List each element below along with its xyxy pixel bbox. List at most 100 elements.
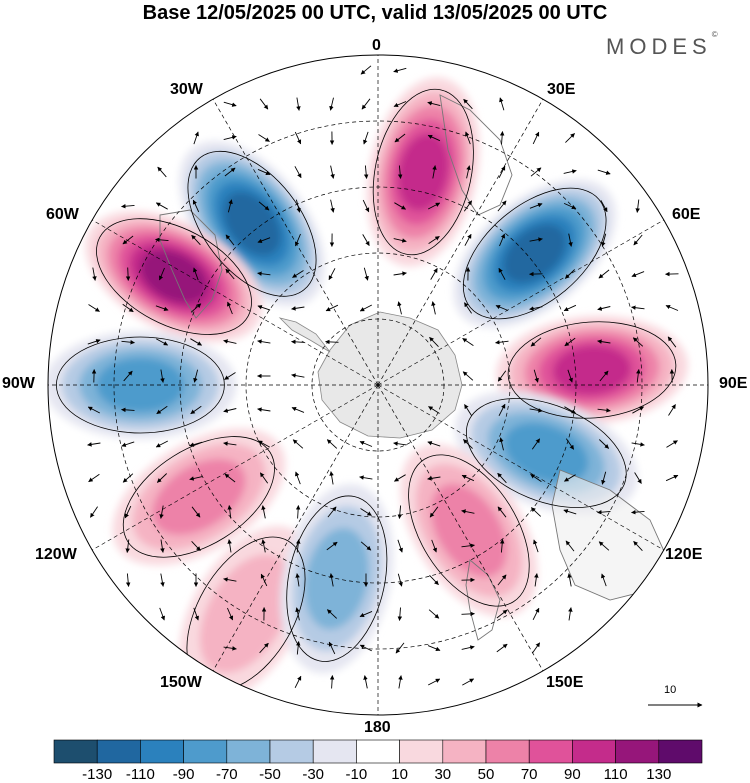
wind-arrow: [330, 165, 335, 179]
colorbar-swatch: [96, 739, 141, 764]
wind-arrow: [225, 234, 235, 246]
wind-arrow: [430, 268, 438, 280]
lon-label-180: 180: [364, 719, 391, 736]
cell-streamline: [465, 398, 627, 508]
anomaly-contour: [96, 357, 185, 413]
wind-arrow: [328, 641, 336, 655]
wind-arrow: [568, 607, 573, 621]
anomaly-contour: [140, 250, 208, 304]
wind-arrow: [394, 474, 406, 482]
anomaly-cell: [366, 77, 480, 267]
colorbar-swatch: [312, 739, 357, 764]
wind-arrow: [531, 438, 541, 450]
cell-streamline: [286, 495, 388, 662]
wind-arrow: [530, 474, 542, 482]
anomaly-cell: [85, 210, 263, 343]
wind-arrow: [499, 233, 506, 247]
wind-arrow: [429, 506, 439, 518]
wind-arrow: [326, 541, 338, 551]
wind-arrow: [363, 131, 369, 145]
wind-arrow: [393, 101, 407, 108]
wind-arrow: [121, 203, 135, 209]
wind-arrow: [360, 508, 372, 516]
wind-arrow: [599, 370, 609, 382]
wind-arrow: [498, 267, 506, 280]
wind-arrow: [462, 338, 474, 346]
wind-arrow: [499, 131, 505, 145]
wind-arrow: [462, 678, 475, 686]
wind-arrow: [292, 270, 304, 278]
wind-arrow: [529, 237, 543, 242]
wind-arrow: [464, 404, 472, 416]
colorbar-tick-label: 30: [434, 766, 452, 783]
map-disk: [48, 55, 708, 715]
colorbar: [53, 739, 703, 764]
wind-arrow: [532, 131, 540, 145]
wind-arrow: [193, 267, 199, 281]
wind-arrow: [427, 202, 441, 210]
wind-arrow: [431, 539, 437, 553]
wind-arrow: [329, 471, 334, 485]
wind-arrow: [92, 267, 97, 281]
wind-arrow: [631, 305, 645, 310]
wind-arrow: [466, 165, 471, 179]
cell-streamline: [372, 88, 474, 256]
wind-arrow: [88, 473, 100, 483]
anomaly-cell: [400, 444, 538, 617]
wind-arrow: [431, 301, 436, 315]
wind-arrow: [87, 406, 101, 414]
wind-arrow: [530, 507, 542, 517]
colorbar-swatch: [226, 739, 271, 764]
wind-arrow: [598, 439, 610, 449]
wind-arrow: [257, 407, 271, 412]
wind-arrow: [499, 539, 505, 553]
wind-arrow: [463, 98, 473, 110]
colorbar-swatch: [528, 739, 573, 764]
wind-arrow: [294, 675, 302, 689]
africa-outline: [439, 94, 513, 216]
wind-arrow: [564, 269, 576, 279]
cell-streamline: [96, 218, 252, 335]
wind-arrow: [498, 403, 506, 417]
wind-arrow: [257, 305, 271, 311]
wind-arrow: [397, 607, 403, 621]
wind-arrow: [427, 134, 441, 142]
wind-arrow: [155, 237, 169, 243]
wind-arrow: [597, 169, 611, 175]
wind-arrow: [160, 573, 165, 587]
lon-label-90w: 90W: [2, 375, 35, 392]
wind-arrow: [462, 371, 474, 381]
colorbar-tick-label: -30: [302, 766, 325, 783]
wind-arrow: [223, 646, 237, 651]
wind-arrow: [294, 166, 302, 179]
wind-arrow: [395, 642, 405, 654]
anomaly-contour: [397, 133, 449, 211]
wind-arrow: [292, 439, 304, 449]
wind-arrow: [632, 406, 644, 414]
wind-arrow: [155, 440, 169, 448]
colorbar-swatch: [53, 739, 98, 764]
wind-arrow: [428, 236, 440, 244]
wind-arrow: [359, 610, 373, 618]
wind-arrow: [258, 201, 270, 211]
wind-arrow: [393, 271, 407, 276]
anomaly-contour: [152, 458, 246, 535]
wind-arrow: [598, 541, 610, 551]
wind-streamlines: [55, 65, 679, 691]
wind-arrow: [157, 166, 167, 178]
wind-arrow: [90, 506, 98, 518]
colorbar-tick-label: 10: [391, 766, 408, 783]
lon-label-30e: 30E: [547, 81, 576, 98]
wind-arrow: [223, 577, 237, 582]
colorbar-swatch: [485, 739, 530, 764]
wind-arrow: [427, 476, 441, 481]
colorbar-tick-label: -50: [259, 766, 281, 783]
wind-arrow: [122, 235, 134, 245]
colorbar-swatch: [572, 739, 616, 764]
colorbar-tick-label: 110: [603, 766, 628, 783]
wind-arrow: [224, 372, 236, 380]
wind-arrow: [159, 505, 164, 519]
wind-arrow: [427, 441, 441, 447]
wind-arrow: [497, 506, 507, 518]
